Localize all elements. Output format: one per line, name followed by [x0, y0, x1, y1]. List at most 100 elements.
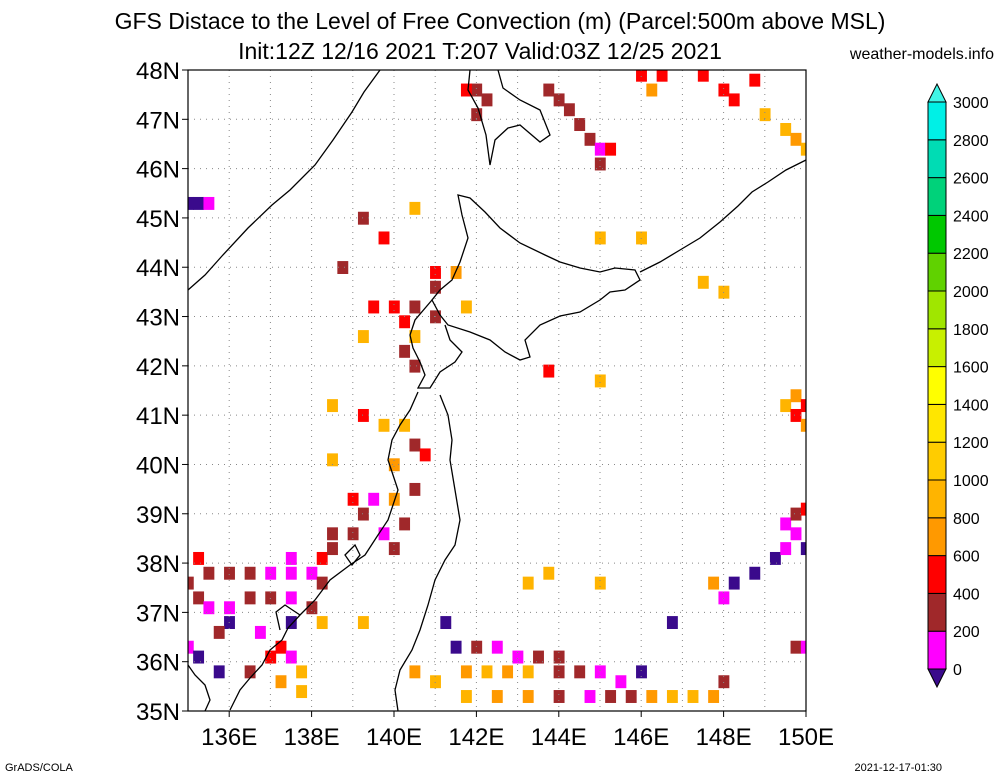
footer-timestamp: 2021-12-17-01:30	[854, 762, 942, 774]
lfc-cell	[563, 103, 575, 117]
lfc-cell	[594, 142, 606, 156]
lfc-cell	[327, 542, 338, 556]
lfc-cell	[708, 576, 720, 590]
colorbar-swatch	[927, 177, 947, 216]
lfc-cell	[800, 542, 806, 556]
lfc-cell	[357, 507, 369, 521]
lfc-cell	[203, 566, 215, 580]
lfc-cell	[244, 566, 256, 580]
lfc-cell	[409, 438, 421, 452]
lfc-cell	[594, 157, 606, 171]
lfc-cell	[399, 517, 411, 531]
lfc-cell	[502, 665, 514, 679]
lfc-cell	[399, 418, 411, 432]
colorbar-level-label: 2800	[953, 133, 989, 150]
lat-tick-label: 45N	[136, 206, 180, 233]
lfc-cell	[316, 551, 328, 565]
lfc-cell	[491, 690, 503, 703]
lfc-cell	[337, 261, 349, 274]
lfc-cell	[636, 665, 647, 679]
lfc-cell	[430, 265, 441, 279]
lfc-cell	[574, 665, 586, 679]
lfc-cell	[327, 399, 338, 413]
lfc-cell	[188, 576, 194, 590]
lfc-cell	[769, 551, 781, 565]
lfc-cell	[193, 650, 205, 664]
colorbar-min-arrow	[927, 668, 947, 689]
lfc-cell	[718, 83, 730, 97]
lat-tick-label: 44N	[136, 255, 180, 282]
lfc-cell	[193, 196, 205, 210]
lat-tick-label: 41N	[136, 403, 180, 430]
lfc-cell	[450, 265, 462, 279]
colorbar-level-label: 0	[953, 662, 962, 679]
lon-tick-label: 138E	[284, 724, 340, 751]
lfc-cell	[368, 300, 380, 314]
lfc-cell	[265, 566, 277, 580]
lfc-cell	[471, 640, 483, 654]
lfc-cell	[285, 551, 297, 565]
site-credit: weather-models.info	[849, 46, 994, 63]
colorbar-level-label: 1200	[953, 435, 989, 452]
lfc-cell	[759, 108, 771, 122]
lfc-cell	[780, 123, 792, 136]
lfc-cell	[460, 690, 472, 703]
lat-tick-label: 36N	[136, 650, 180, 677]
lfc-cell	[203, 601, 215, 615]
lfc-cell	[224, 601, 235, 615]
lfc-cell	[605, 690, 617, 703]
lfc-cell	[687, 690, 699, 703]
lfc-cell	[430, 675, 441, 689]
lfc-cell	[188, 196, 194, 210]
lfc-cell	[275, 675, 287, 689]
lfc-cell	[316, 576, 328, 590]
lfc-cell	[296, 685, 308, 699]
lon-tick-label: 140E	[366, 724, 422, 751]
colorbar-swatch	[927, 214, 947, 254]
lfc-cell	[471, 108, 483, 122]
colorbar-level-label: 2200	[953, 246, 989, 263]
lfc-cell	[193, 591, 205, 605]
lfc-cell	[347, 492, 359, 506]
lfc-cell	[285, 566, 297, 580]
lfc-cell	[800, 502, 806, 516]
colorbar-level-label: 3000	[953, 95, 989, 112]
lat-tick-label: 48N	[136, 58, 180, 85]
lfc-cell	[450, 640, 462, 654]
colorbar-level-label: 1600	[953, 360, 989, 377]
lfc-cell	[471, 83, 483, 97]
map-title-line1: GFS Distace to the Level of Free Convect…	[114, 8, 886, 34]
lfc-cell	[409, 330, 421, 344]
lfc-cell	[574, 118, 586, 132]
lfc-cell	[522, 690, 534, 703]
lfc-cell	[357, 616, 369, 630]
lfc-cell	[800, 418, 806, 432]
lfc-cell	[728, 576, 740, 590]
lfc-cell	[460, 83, 472, 97]
lfc-cell	[316, 616, 328, 630]
lat-tick-label: 43N	[136, 305, 180, 332]
lfc-cell	[584, 690, 596, 703]
lfc-cell	[522, 576, 534, 590]
lfc-cell	[522, 665, 534, 679]
lfc-cell	[728, 93, 740, 107]
lfc-cell	[481, 93, 493, 107]
lfc-cell	[718, 675, 730, 689]
colorbar-swatch	[927, 366, 947, 405]
lfc-cell	[265, 650, 277, 664]
lfc-cell	[306, 601, 318, 615]
lfc-cell	[800, 142, 806, 156]
lfc-cell	[213, 665, 225, 679]
lfc-cell	[347, 527, 359, 541]
lfc-cell	[749, 73, 761, 87]
lfc-cell	[533, 650, 544, 664]
colorbar-swatch	[927, 441, 947, 481]
lfc-cell	[193, 551, 205, 565]
lfc-cell	[790, 507, 802, 521]
lfc-cell	[553, 665, 565, 679]
lfc-cell	[594, 231, 606, 245]
lfc-cell	[440, 616, 452, 630]
lfc-cell	[615, 675, 627, 689]
lfc-cell	[708, 690, 720, 703]
colorbar-level-label: 200	[953, 624, 980, 641]
